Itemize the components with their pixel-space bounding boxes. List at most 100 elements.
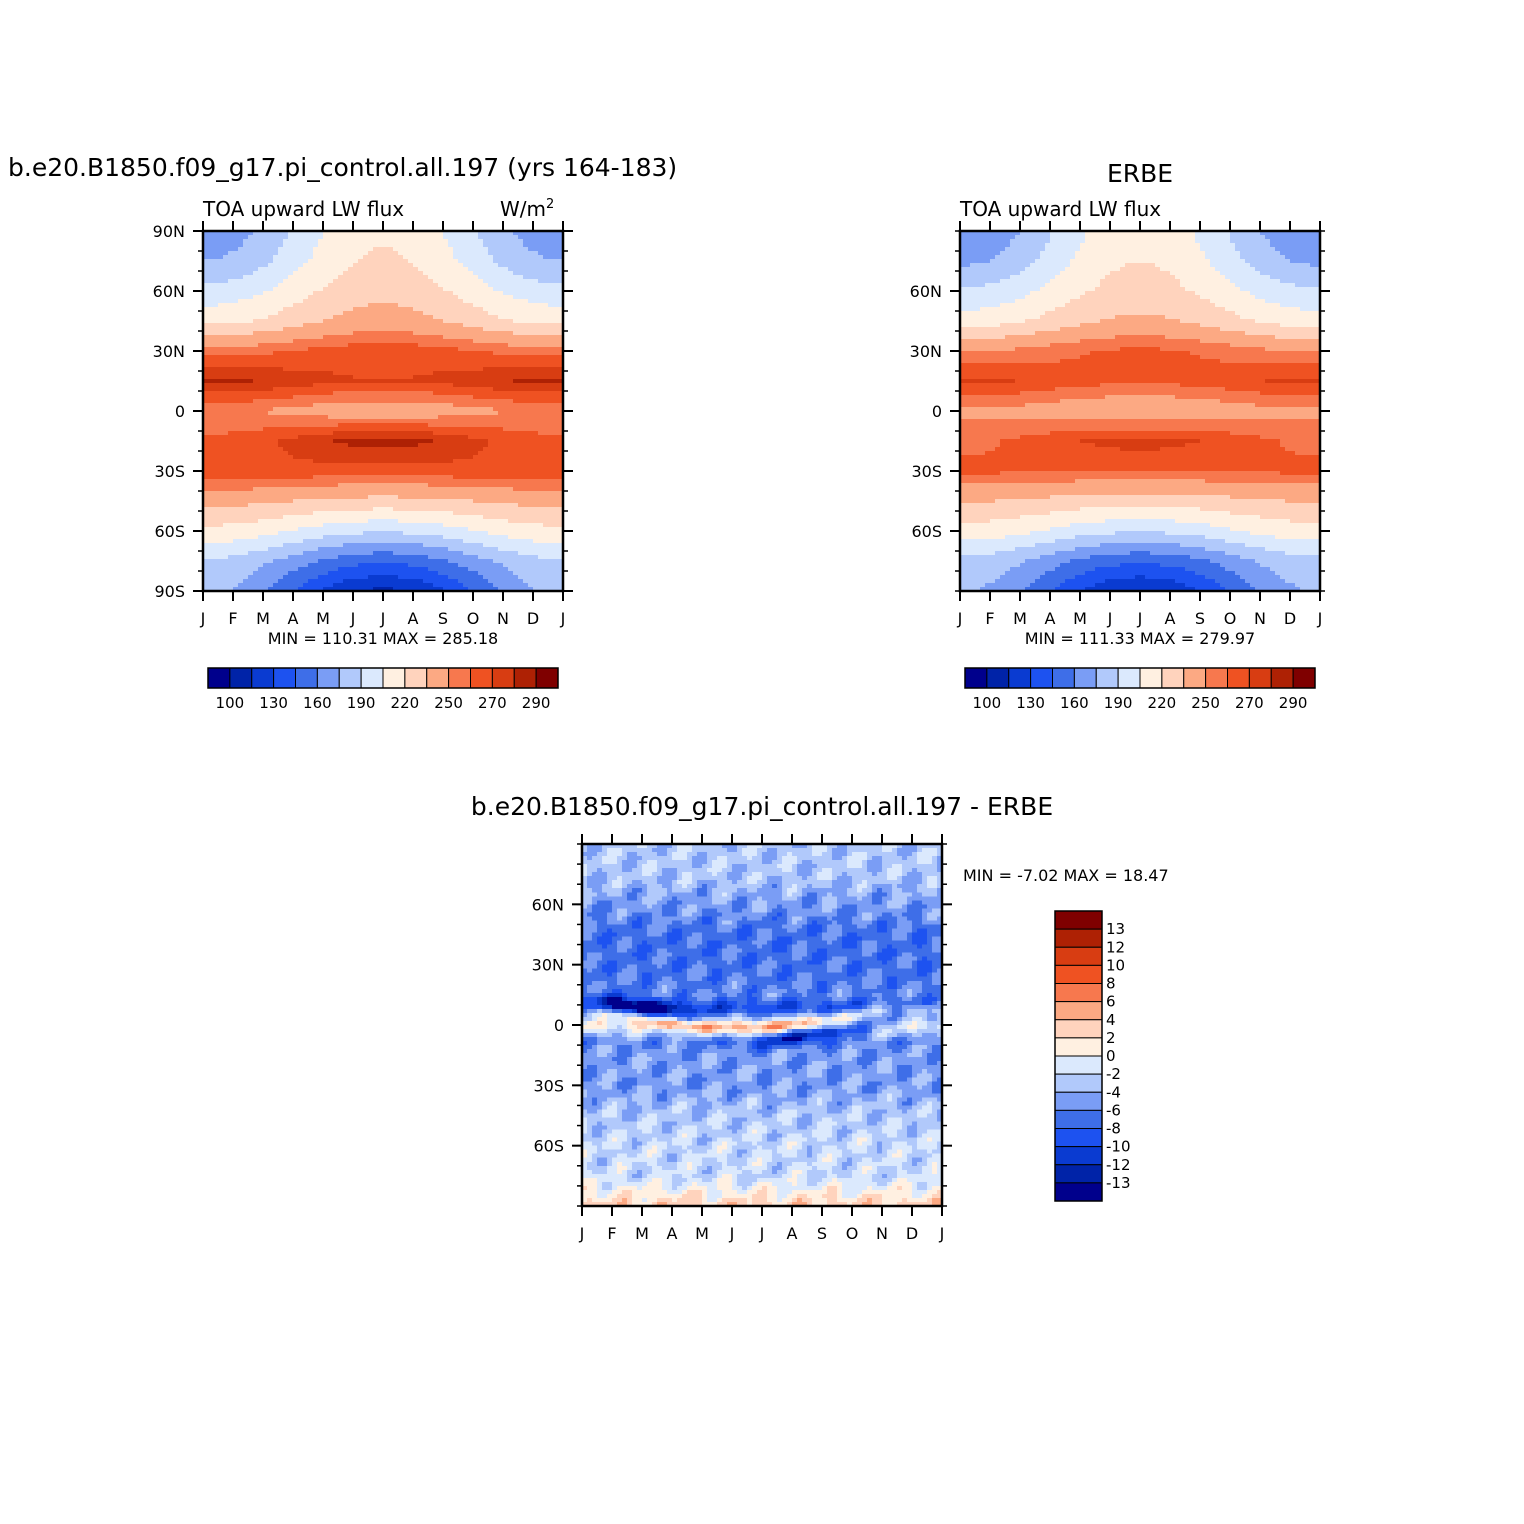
heatmap-cell <box>268 407 274 412</box>
heatmap-cell <box>413 375 419 380</box>
heatmap-cell <box>353 443 359 448</box>
heatmap-cell <box>353 271 359 276</box>
heatmap-cell <box>263 299 269 304</box>
heatmap-cell <box>223 331 229 336</box>
heatmap-cell <box>248 403 254 408</box>
heatmap-cell <box>508 327 514 332</box>
heatmap-cell <box>283 351 289 356</box>
heatmap-cell <box>503 415 509 420</box>
heatmap-cell <box>553 483 559 488</box>
heatmap-cell <box>393 475 399 480</box>
heatmap-cell <box>323 283 329 288</box>
heatmap-cell <box>273 443 279 448</box>
heatmap-cell <box>238 391 244 396</box>
heatmap-cell <box>273 247 279 252</box>
heatmap-cell <box>483 439 489 444</box>
heatmap-cell <box>388 423 394 428</box>
heatmap-cell <box>283 479 289 484</box>
heatmap-cell <box>213 435 219 440</box>
heatmap-cell <box>358 259 364 264</box>
heatmap-cell <box>293 363 299 368</box>
heatmap-cell <box>528 383 534 388</box>
heatmap-cell <box>228 355 234 360</box>
heatmap-cell <box>448 411 454 416</box>
heatmap-cell <box>278 375 284 380</box>
heatmap-cell <box>293 383 299 388</box>
heatmap-cell <box>303 319 309 324</box>
heatmap-cell <box>398 263 404 268</box>
heatmap-cell <box>308 495 314 500</box>
heatmap-cell <box>543 487 549 492</box>
heatmap-cell <box>208 315 214 320</box>
heatmap-cell <box>233 339 239 344</box>
heatmap-cell <box>433 371 439 376</box>
heatmap-cell <box>398 359 404 364</box>
heatmap-cell <box>448 435 454 440</box>
heatmap-cell <box>353 283 359 288</box>
heatmap-cell <box>538 467 544 472</box>
heatmap-cell <box>408 367 414 372</box>
heatmap-cell <box>418 291 424 296</box>
heatmap-cell <box>508 319 514 324</box>
heatmap-cell <box>558 275 564 280</box>
heatmap-cell <box>273 315 279 320</box>
heatmap-cell <box>438 347 444 352</box>
heatmap-cell <box>508 451 514 456</box>
heatmap-cell <box>383 415 389 420</box>
heatmap-cell <box>358 411 364 416</box>
heatmap-cell <box>343 367 349 372</box>
heatmap-cell <box>513 231 519 236</box>
heatmap-cell <box>303 463 309 468</box>
heatmap-cell <box>388 487 394 492</box>
heatmap-cell <box>493 467 499 472</box>
heatmap-cell <box>433 319 439 324</box>
heatmap-cell <box>548 303 554 308</box>
heatmap-cell <box>398 343 404 348</box>
heatmap-cell <box>233 415 239 420</box>
heatmap-cell <box>378 323 384 328</box>
heatmap-cell <box>508 427 514 432</box>
heatmap-cell <box>483 267 489 272</box>
heatmap-cell <box>463 347 469 352</box>
heatmap-cell <box>218 387 224 392</box>
heatmap-cell <box>328 275 334 280</box>
heatmap-cell <box>488 439 494 444</box>
heatmap-cell <box>518 275 524 280</box>
heatmap-cell <box>518 399 524 404</box>
heatmap-cell <box>253 455 259 460</box>
heatmap-cell <box>388 359 394 364</box>
heatmap-cell <box>538 387 544 392</box>
heatmap-cell <box>543 431 549 436</box>
heatmap-cell <box>338 259 344 264</box>
heatmap-cell <box>323 307 329 312</box>
heatmap-cell <box>353 307 359 312</box>
heatmap-cell <box>348 407 354 412</box>
heatmap-cell <box>238 307 244 312</box>
heatmap-cell <box>208 383 214 388</box>
heatmap-cell <box>313 507 319 512</box>
heatmap-cell <box>558 447 564 452</box>
heatmap-cell <box>448 463 454 468</box>
heatmap-cell <box>328 423 334 428</box>
heatmap-cell <box>473 267 479 272</box>
heatmap-cell <box>338 387 344 392</box>
heatmap-cell <box>538 343 544 348</box>
heatmap-cell <box>388 299 394 304</box>
heatmap-cell <box>528 431 534 436</box>
heatmap-cell <box>468 295 474 300</box>
heatmap-cell <box>513 355 519 360</box>
heatmap-cell <box>223 343 229 348</box>
heatmap-cell <box>343 487 349 492</box>
heatmap-cell <box>493 279 499 284</box>
heatmap-cell <box>353 315 359 320</box>
heatmap-cell <box>203 483 209 488</box>
heatmap-cell <box>463 367 469 372</box>
heatmap-cell <box>388 267 394 272</box>
heatmap-cell <box>253 415 259 420</box>
heatmap-cell <box>423 435 429 440</box>
heatmap-cell <box>283 287 289 292</box>
heatmap-cell <box>328 295 334 300</box>
heatmap-cell <box>323 343 329 348</box>
heatmap-cell <box>308 331 314 336</box>
heatmap-cell <box>258 503 264 508</box>
